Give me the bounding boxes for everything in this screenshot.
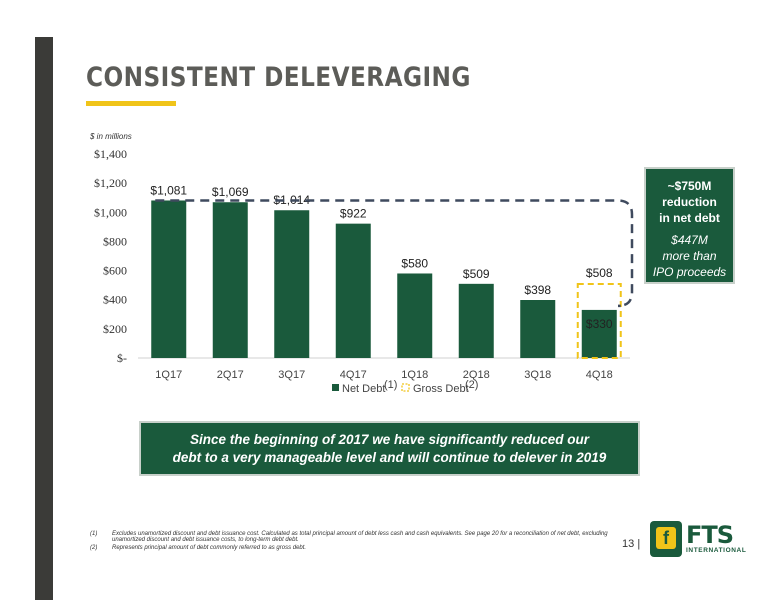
- net-debt-bar: [212, 202, 248, 358]
- summary-banner: Since the beginning of 2017 we have sign…: [139, 421, 640, 476]
- y-tick-label: $400: [103, 293, 127, 307]
- y-tick-label: $1,400: [94, 147, 127, 161]
- sidebar-stripe: [35, 37, 53, 600]
- legend-net-debt-sup: (1): [384, 379, 397, 391]
- x-tick-label: 2Q17: [217, 369, 244, 381]
- callout-line-5: more than: [662, 249, 717, 263]
- net-debt-bar: [520, 300, 556, 358]
- title-underline: [86, 101, 176, 106]
- callout-line-4: $447M: [671, 233, 708, 247]
- net-debt-bar: [397, 273, 433, 358]
- logo-mark-icon: f: [650, 521, 682, 557]
- page-number-separator: |: [637, 538, 641, 550]
- legend-gross-debt-label: Gross Debt: [413, 383, 469, 395]
- y-tick-label: $-: [117, 351, 127, 365]
- net-debt-data-label: $1,069: [212, 185, 249, 199]
- legend-gross-debt-swatch: [401, 383, 410, 392]
- footnote-1-number: (1): [90, 531, 98, 537]
- chart-legend: Net Debt(1) Gross Debt(2): [332, 379, 478, 395]
- x-tick-label: 1Q17: [155, 369, 182, 381]
- footnote-2-text: Represents principal amount of debt comm…: [112, 545, 307, 551]
- banner-line-1: Since the beginning of 2017 we have sign…: [189, 432, 590, 447]
- net-debt-bar: [151, 200, 187, 358]
- x-tick-label: 4Q17: [340, 369, 367, 381]
- legend-net-debt-swatch: [332, 384, 339, 391]
- footnote-1: (1) Excludes unamortized discount and de…: [90, 531, 610, 543]
- net-debt-data-label: $580: [401, 256, 428, 270]
- y-tick-label: $1,200: [94, 176, 127, 190]
- net-debt-data-label: $1,081: [150, 183, 187, 197]
- net-debt-bar: [274, 210, 310, 358]
- callout-line-2: reduction: [662, 195, 717, 209]
- page-number: 13 |: [622, 538, 640, 550]
- x-tick-label: 3Q18: [524, 369, 551, 381]
- footnote-2: (2) Represents principal amount of debt …: [90, 545, 610, 551]
- net-debt-data-label: $398: [524, 283, 551, 297]
- reference-line-group: [155, 199, 634, 308]
- y-tick-label: $200: [103, 322, 127, 336]
- logo-subtitle: INTERNATIONAL: [686, 547, 747, 554]
- fts-logo: f FTS INTERNATIONAL: [650, 521, 752, 557]
- net-debt-chart: $- $200 $400 $600 $800 $1,000 $1,200 $1,400 $1,…: [94, 147, 634, 395]
- page-title: CONSISTENT DELEVERAGING: [86, 62, 471, 93]
- x-tick-label: 2Q18: [463, 369, 490, 381]
- legend-gross-debt-sup: (2): [465, 379, 478, 391]
- x-tick-label: 3Q17: [278, 369, 305, 381]
- callout-line-6: IPO proceeds: [652, 265, 727, 279]
- page-number-value: 13: [622, 538, 635, 550]
- logo-name: FTS: [686, 521, 734, 549]
- x-axis-ticks: 1Q17 2Q17 3Q17 4Q17 1Q18 2Q18 3Q18 4Q18: [155, 369, 612, 381]
- gross-debt-data-label: $508: [586, 266, 613, 280]
- reference-dashed-line: [155, 199, 634, 308]
- x-tick-label: 1Q18: [401, 369, 428, 381]
- footnotes: (1) Excludes unamortized discount and de…: [90, 531, 610, 553]
- net-debt-data-label: $509: [463, 267, 490, 281]
- data-labels: $1,081 $1,069$1,014$922$580$509$398$330$5…: [150, 183, 613, 330]
- x-tick-label: 4Q18: [586, 369, 613, 381]
- banner-line-2: debt to a very manageable level and will…: [172, 450, 607, 465]
- callout-line-1: ~$750M: [667, 179, 712, 193]
- y-tick-label: $1,000: [94, 205, 127, 219]
- callout-line-3: in net debt: [659, 211, 720, 225]
- bar-series: [151, 200, 622, 359]
- net-debt-data-label: $330: [586, 317, 613, 331]
- legend-net-debt-label: Net Debt: [342, 383, 385, 395]
- net-debt-bar: [581, 309, 617, 358]
- units-label: $ in millions: [90, 132, 132, 141]
- y-tick-label: $600: [103, 264, 127, 278]
- footnote-2-number: (2): [90, 545, 98, 551]
- net-debt-data-label: $922: [340, 207, 367, 221]
- reduction-callout: ~$750M reduction in net debt $447M more …: [644, 167, 735, 284]
- y-tick-label: $800: [103, 234, 127, 248]
- net-debt-bar: [458, 283, 494, 358]
- gross-debt-outline: [576, 282, 622, 359]
- logo-mark-letter: f: [656, 527, 676, 549]
- net-debt-bar: [335, 223, 371, 358]
- footnote-1-text: Excludes unamortized discount and debt i…: [112, 531, 608, 543]
